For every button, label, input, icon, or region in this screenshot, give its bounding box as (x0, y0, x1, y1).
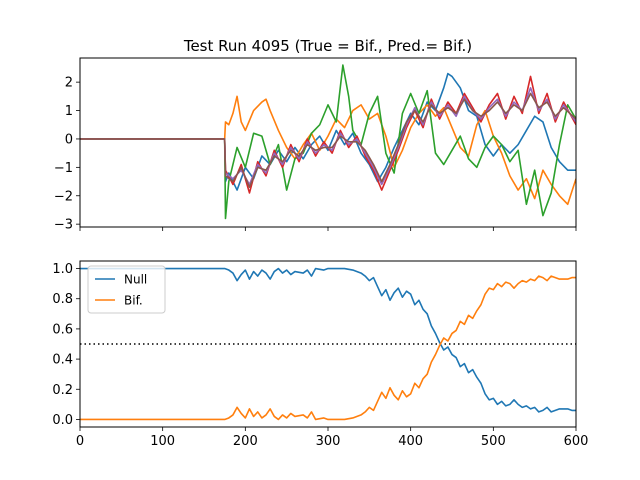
y-tick-label: 0 (65, 132, 73, 147)
y-tick-label: −1 (54, 161, 73, 176)
x-tick-label: 500 (481, 434, 506, 449)
series-line-1 (80, 72, 576, 191)
y-tick-label: 1 (65, 104, 73, 119)
x-tick-label: 200 (233, 434, 258, 449)
top-axes: −3 −2 −1 0 1 2 (54, 57, 577, 233)
series-line-3 (80, 64, 576, 220)
y-tick-label: 0.2 (52, 383, 73, 398)
top-series-group (80, 64, 576, 220)
x-tick-label: 600 (564, 434, 589, 449)
top-x-ticks (79, 227, 577, 231)
series-line-null (80, 267, 576, 413)
legend-label-null: Null (124, 273, 147, 287)
bottom-x-ticks: 0 100 200 300 400 500 600 (76, 427, 589, 449)
legend-box (87, 265, 166, 314)
bottom-axes: 0 100 200 300 400 500 600 0.0 0.2 0.4 0.6 0.8 1.0 N… (52, 260, 589, 449)
legend-label-bif: Bif. (124, 294, 143, 308)
y-tick-label: 0.4 (52, 353, 73, 368)
legend: Null Bif. (87, 265, 166, 314)
series-line-2 (80, 95, 576, 206)
y-tick-label: −2 (54, 189, 73, 204)
bottom-y-ticks: 0.0 0.2 0.4 0.6 0.8 1.0 (52, 262, 80, 428)
y-tick-label: 0.6 (52, 322, 73, 337)
y-tick-label: 0.0 (52, 413, 73, 428)
x-tick-label: 300 (316, 434, 341, 449)
x-tick-label: 400 (398, 434, 423, 449)
x-tick-label: 0 (76, 434, 84, 449)
y-tick-label: 0.8 (52, 292, 73, 307)
top-chart-title: Test Run 4095 (True = Bif., Pred.= Bif.) (183, 37, 472, 55)
x-tick-label: 100 (150, 434, 175, 449)
bottom-series-group (80, 267, 576, 421)
top-y-ticks: −3 −2 −1 0 1 2 (54, 76, 80, 233)
series-line-6 (80, 92, 576, 189)
y-tick-label: −3 (54, 218, 73, 233)
series-line-bif (80, 275, 576, 421)
y-tick-label: 1.0 (52, 262, 73, 277)
y-tick-label: 2 (65, 76, 73, 91)
